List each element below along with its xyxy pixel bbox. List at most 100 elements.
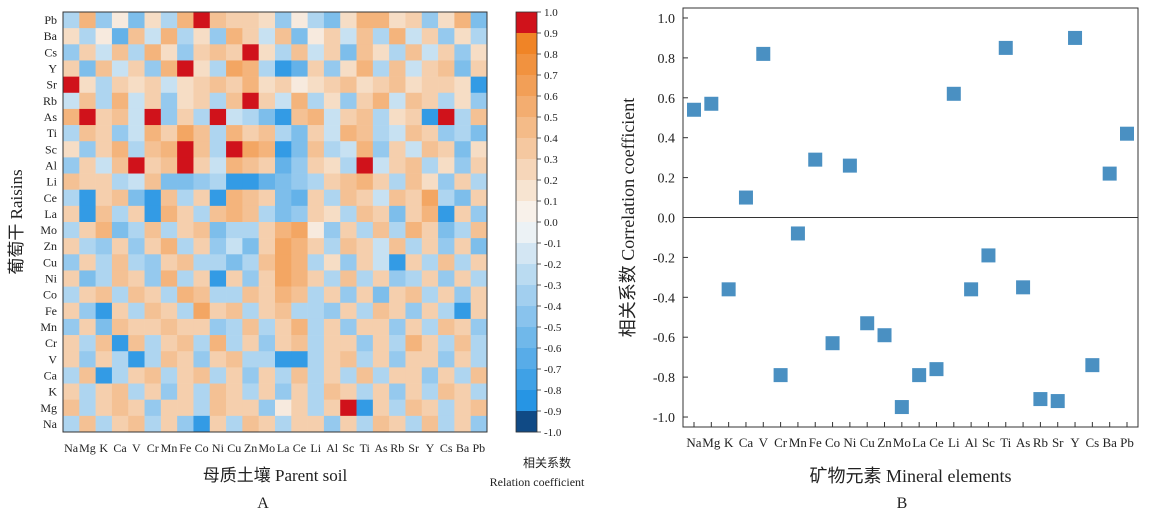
colorbar-tick-label: 0.9 bbox=[544, 28, 558, 40]
heatmap-cell-Mn-Co bbox=[193, 318, 211, 336]
heatmap-cell-Ce-Al bbox=[323, 189, 341, 207]
heatmap-cell-Sr-Ba bbox=[454, 76, 471, 94]
colorbar-tick-label: -0.9 bbox=[544, 406, 562, 418]
heatmap-cell-V-Mg bbox=[79, 351, 96, 368]
heatmap-cell-La-Ti bbox=[356, 205, 374, 223]
heatmap-cell-Cr-K bbox=[95, 335, 113, 352]
heatmap-cell-Cr-Cr bbox=[144, 335, 162, 352]
heatmap-cell-As-La bbox=[275, 108, 292, 126]
heatmap-x-tick-labels: Na Mg K Ca V Cr Mn Fe Co Ni Cu Zn Mo La Ce Li Al Sc Ti As Rb… bbox=[64, 441, 485, 455]
heatmap-cell-Ce-Cr bbox=[144, 189, 162, 207]
heatmap-cell-Al-V bbox=[128, 157, 145, 174]
heatmap-cell-Sr-Cs bbox=[438, 76, 455, 94]
heatmap-cell-As-Na bbox=[63, 108, 80, 126]
heatmap-cell-Y-Cs bbox=[438, 60, 455, 77]
heatmap-cell-Co-Y bbox=[421, 286, 439, 304]
heatmap-cell-Co-Co bbox=[193, 286, 211, 304]
heatmap-cell-Ba-Ba bbox=[454, 28, 471, 45]
heatmap-cell-Y-Fe bbox=[177, 60, 194, 77]
heatmap-cell-Ni-Pb bbox=[470, 270, 488, 287]
heatmap-cell-As-Al bbox=[323, 108, 341, 126]
heatmap-cell-Ba-Rb bbox=[389, 28, 406, 45]
heatmap-x-tick-Ba: Ba bbox=[456, 441, 470, 455]
heatmap-cell-Cs-Rb bbox=[389, 44, 406, 61]
heatmap-cell-Sr-Rb bbox=[389, 76, 406, 94]
heatmap-cell-Al-Rb bbox=[389, 157, 406, 174]
heatmap-cell-Pb-V bbox=[128, 12, 145, 29]
heatmap-cell-Li-Mn bbox=[160, 173, 178, 190]
heatmap-cell-Ba-Sc bbox=[340, 28, 357, 45]
heatmap-cell-La-Co bbox=[193, 205, 211, 223]
heatmap-cell-As-Sc bbox=[340, 108, 357, 126]
heatmap-x-tick-Mo: Mo bbox=[259, 441, 276, 455]
heatmap-cell-Cr-Co bbox=[193, 335, 211, 352]
heatmap-cell-Al-Ba bbox=[454, 157, 471, 174]
heatmap-cell-Mo-Na bbox=[63, 222, 80, 239]
heatmap-cell-La-Fe bbox=[177, 205, 194, 223]
heatmap-cell-Li-K bbox=[95, 173, 113, 190]
heatmap-cell-Cu-Ti bbox=[356, 254, 374, 271]
heatmap-cell-Mn-La bbox=[275, 318, 292, 336]
heatmap-cell-Li-Na bbox=[63, 173, 80, 190]
heatmap-cell-Co-K bbox=[95, 286, 113, 304]
heatmap-cell-Sr-Ti bbox=[356, 76, 374, 94]
heatmap-cell-Mo-Mo bbox=[258, 222, 276, 239]
heatmap-cell-Mo-Cr bbox=[144, 222, 162, 239]
scatter-x-tick-Cs: Cs bbox=[1085, 435, 1099, 450]
heatmap-cell-Na-Na bbox=[63, 415, 80, 433]
heatmap-cell-Ca-Cs bbox=[438, 367, 455, 384]
heatmap-cell-Cu-Pb bbox=[470, 254, 488, 271]
heatmap-cell-Li-Ba bbox=[454, 173, 471, 190]
heatmap-cell-Mo-Ti bbox=[356, 222, 374, 239]
heatmap-cell-Mo-Cu bbox=[226, 222, 243, 239]
heatmap-cell-K-V bbox=[128, 383, 145, 400]
heatmap-cell-Fe-Li bbox=[307, 302, 325, 320]
heatmap-cell-Fe-Fe bbox=[177, 302, 194, 320]
heatmap-cell-Rb-As bbox=[372, 92, 390, 110]
heatmap-cell-V-Sr bbox=[405, 351, 423, 368]
heatmap-cell-Ni-Sr bbox=[405, 270, 423, 287]
heatmap-x-tick-Cr: Cr bbox=[147, 441, 159, 455]
heatmap-cell-Ce-Fe bbox=[177, 189, 194, 207]
heatmap-cell-Co-Pb bbox=[470, 286, 488, 304]
colorbar-segment bbox=[516, 348, 537, 370]
heatmap-cell-Al-Cs bbox=[438, 157, 455, 174]
heatmap-cell-Cr-Cu bbox=[226, 335, 243, 352]
scatter-x-tick-Ti: Ti bbox=[1000, 435, 1011, 450]
heatmap-cell-Rb-Zn bbox=[242, 92, 259, 110]
heatmap-cell-Sr-Y bbox=[421, 76, 439, 94]
heatmap-cell-Na-Mo bbox=[258, 415, 276, 433]
heatmap-cell-Pb-Mn bbox=[160, 12, 178, 29]
heatmap-cell-Cu-Al bbox=[323, 254, 341, 271]
heatmap-cell-Mo-Y bbox=[421, 222, 439, 239]
heatmap-x-tick-Ti: Ti bbox=[360, 441, 371, 455]
heatmap-cell-As-Sr bbox=[405, 108, 423, 126]
heatmap-cell-Ti-Ni bbox=[209, 125, 227, 142]
heatmap-cell-Y-Na bbox=[63, 60, 80, 77]
heatmap-cell-Al-Mn bbox=[160, 157, 178, 174]
heatmap-cell-Sc-Mn bbox=[160, 141, 178, 158]
heatmap-y-tick-Mn: Mn bbox=[40, 320, 57, 334]
heatmap-cell-Pb-Li bbox=[307, 12, 325, 29]
heatmap-y-tick-K: K bbox=[48, 385, 57, 399]
heatmap-cell-Li-Mg bbox=[79, 173, 96, 190]
heatmap-cell-Ba-Ca bbox=[111, 28, 129, 45]
colorbar-label-en: Relation coefficient bbox=[490, 475, 585, 489]
heatmap-cell-Al-Cr bbox=[144, 157, 162, 174]
heatmap-cell-Na-La bbox=[275, 415, 292, 433]
heatmap-cell-V-Rb bbox=[389, 351, 406, 368]
heatmap-y-tick-Ba: Ba bbox=[44, 29, 58, 43]
heatmap-cell-Al-Ce bbox=[291, 157, 308, 174]
heatmap-frame bbox=[62, 11, 488, 433]
heatmap-cell-Y-Mo bbox=[258, 60, 276, 77]
heatmap-cell-Pb-Zn bbox=[242, 12, 259, 29]
heatmap-cell-Cs-Pb bbox=[470, 44, 488, 61]
heatmap-cell-Na-K bbox=[95, 415, 113, 433]
heatmap-cell-V-Cu bbox=[226, 351, 243, 368]
heatmap-cell-Cr-V bbox=[128, 335, 145, 352]
heatmap-cell-Rb-Ni bbox=[209, 92, 227, 110]
heatmap-cell-Pb-Y bbox=[421, 12, 439, 29]
heatmap-cell-Mo-Ca bbox=[111, 222, 129, 239]
heatmap-cell-Fe-K bbox=[95, 302, 113, 320]
heatmap-cell-Sr-Sc bbox=[340, 76, 357, 94]
